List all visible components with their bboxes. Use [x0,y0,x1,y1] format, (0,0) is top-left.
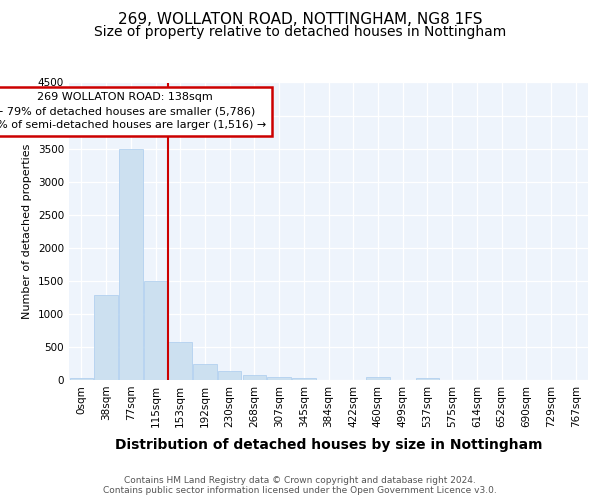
Bar [193,364,217,380]
Bar [366,377,389,380]
Bar [242,375,266,380]
Bar [218,370,241,380]
Bar [416,378,439,380]
Bar [144,281,167,380]
Bar [169,342,192,380]
Text: Size of property relative to detached houses in Nottingham: Size of property relative to detached ho… [94,25,506,39]
Text: Contains HM Land Registry data © Crown copyright and database right 2024.: Contains HM Land Registry data © Crown c… [124,476,476,485]
Y-axis label: Number of detached properties: Number of detached properties [22,144,32,319]
Text: Contains public sector information licensed under the Open Government Licence v3: Contains public sector information licen… [103,486,497,495]
Bar [119,148,143,380]
X-axis label: Distribution of detached houses by size in Nottingham: Distribution of detached houses by size … [115,438,542,452]
Bar [94,296,118,380]
Bar [268,377,291,380]
Text: 269 WOLLATON ROAD: 138sqm
← 79% of detached houses are smaller (5,786)
21% of se: 269 WOLLATON ROAD: 138sqm ← 79% of detac… [0,92,266,130]
Bar [70,378,93,380]
Bar [292,378,316,380]
Text: 269, WOLLATON ROAD, NOTTINGHAM, NG8 1FS: 269, WOLLATON ROAD, NOTTINGHAM, NG8 1FS [118,12,482,28]
